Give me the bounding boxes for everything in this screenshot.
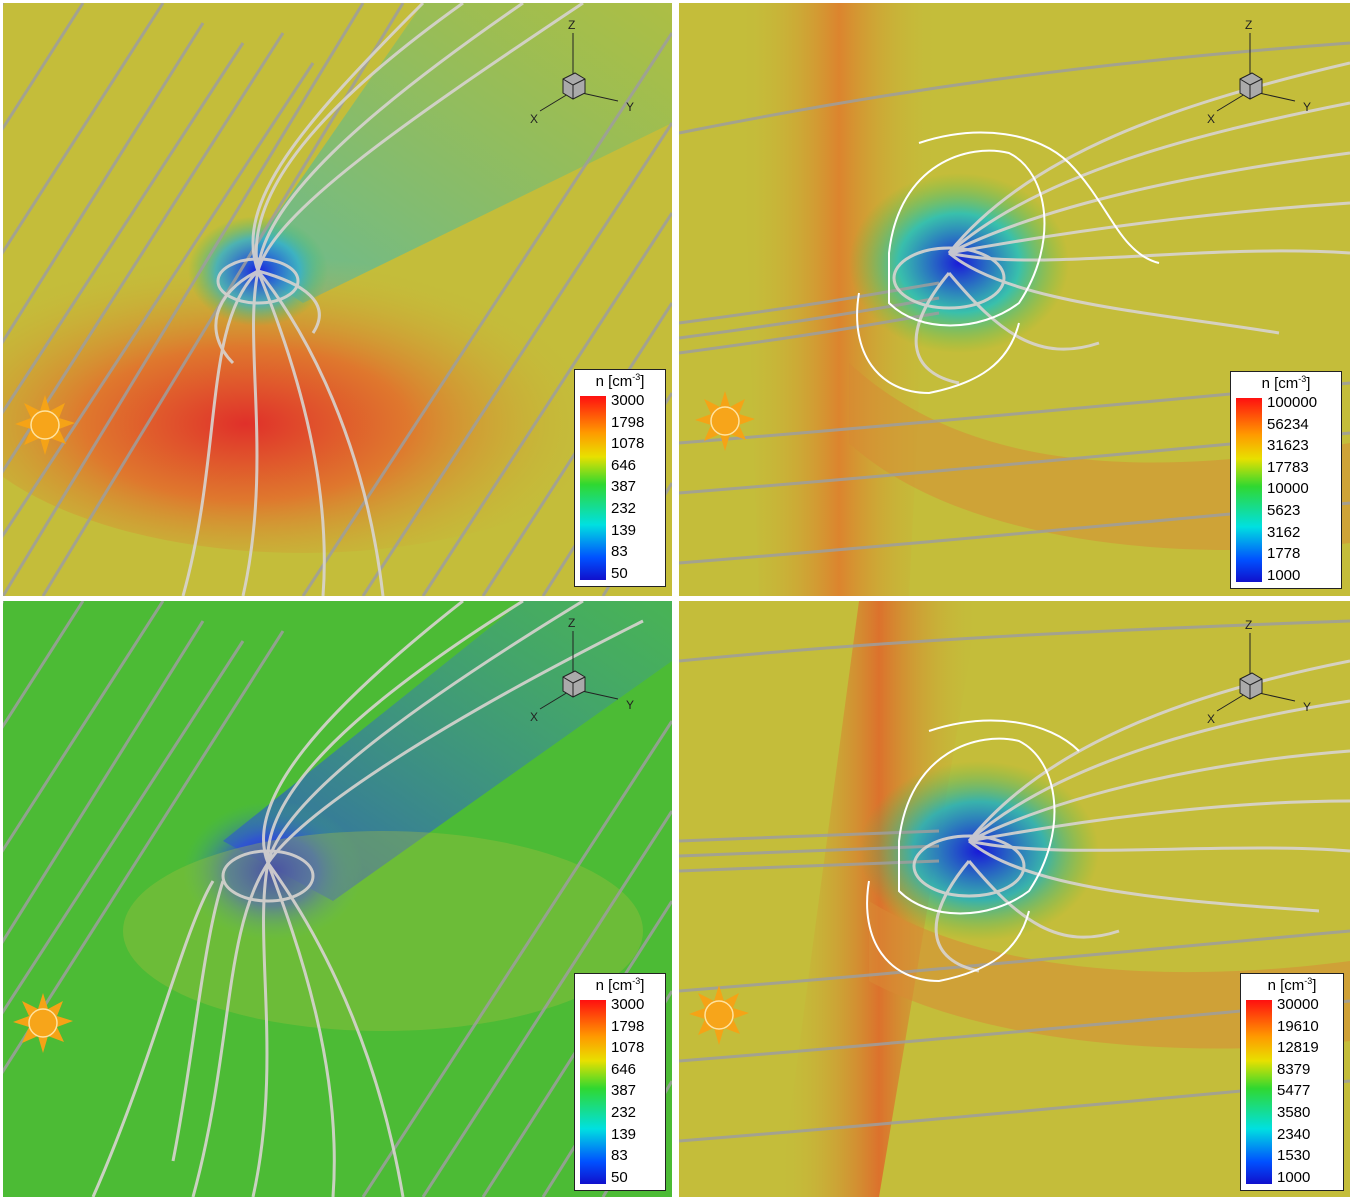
sun-icon bbox=[15, 395, 75, 455]
x-axis-label: X bbox=[530, 710, 538, 724]
sun-icon bbox=[695, 391, 755, 451]
x-axis-label: X bbox=[1207, 112, 1215, 126]
x-axis-label: X bbox=[530, 112, 538, 126]
legend-title: n [cm-3] bbox=[1267, 976, 1317, 994]
legend-title: n [cm-3] bbox=[595, 976, 645, 994]
xyz-axis-triad-icon: Z Y X bbox=[1195, 613, 1315, 726]
colorbar-tick: 8379 bbox=[1277, 1060, 1311, 1078]
colorbar-tick: 10000 bbox=[1267, 480, 1309, 498]
colorbar-tick: 56234 bbox=[1267, 415, 1309, 433]
colorbar-tick: 387 bbox=[611, 478, 637, 496]
y-axis-label: Y bbox=[626, 100, 634, 114]
z-axis-label: Z bbox=[1245, 18, 1252, 32]
colorbar-tick: 50 bbox=[611, 1168, 628, 1186]
x-axis-label: X bbox=[1207, 712, 1215, 726]
colorbar-ticks: 3000 1798 1078 646 387 232 139 83 50 bbox=[611, 390, 665, 586]
colorbar-tick: 646 bbox=[611, 456, 637, 474]
colorbar-tick: 31623 bbox=[1267, 437, 1309, 455]
colorbar-tick: 1078 bbox=[611, 1039, 645, 1057]
colorbar-tick: 1778 bbox=[1267, 545, 1301, 563]
colorbar-legend: n [cm-3] 3000 1798 1078 646 387 232 139 … bbox=[574, 973, 666, 1191]
colorbar-ticks: 3000 1798 1078 646 387 232 139 83 50 bbox=[611, 994, 665, 1190]
colorbar bbox=[580, 1000, 606, 1184]
density-field-image bbox=[3, 3, 672, 596]
density-field-image bbox=[679, 601, 1350, 1197]
colorbar-ticks: 100000 56234 31623 17783 10000 5623 3162… bbox=[1267, 392, 1341, 588]
colorbar-tick: 30000 bbox=[1277, 996, 1319, 1013]
colorbar-tick: 1000 bbox=[1267, 566, 1301, 584]
colorbar-tick: 646 bbox=[611, 1060, 637, 1078]
colorbar-tick: 1798 bbox=[611, 1017, 645, 1035]
colorbar-tick: 50 bbox=[611, 564, 628, 582]
legend-title: n [cm-3] bbox=[595, 372, 645, 390]
colorbar-legend: n [cm-3] 100000 56234 31623 17783 10000 … bbox=[1230, 371, 1342, 589]
colorbar-tick: 387 bbox=[611, 1082, 637, 1100]
z-axis-label: Z bbox=[568, 18, 575, 32]
colorbar-tick: 3162 bbox=[1267, 523, 1301, 541]
panel-top-right: Z Y X n [cm-3] 100000 56234 31623 17783 … bbox=[679, 3, 1350, 596]
z-axis-label: Z bbox=[568, 616, 575, 630]
panel-bottom-left: Z Y X n [cm-3] 3000 1798 1078 646 387 23… bbox=[3, 601, 672, 1197]
colorbar-tick: 232 bbox=[611, 499, 637, 517]
colorbar-tick: 17783 bbox=[1267, 458, 1309, 476]
colorbar-tick: 1798 bbox=[611, 413, 645, 431]
legend-title: n [cm-3] bbox=[1261, 374, 1311, 392]
colorbar-tick: 3580 bbox=[1277, 1103, 1311, 1121]
colorbar-tick: 19610 bbox=[1277, 1017, 1319, 1035]
z-axis-label: Z bbox=[1245, 618, 1252, 632]
colorbar-tick: 100000 bbox=[1267, 394, 1318, 411]
y-axis-label: Y bbox=[1303, 100, 1311, 114]
colorbar-tick: 12819 bbox=[1277, 1039, 1319, 1057]
xyz-axis-triad-icon: Z Y X bbox=[518, 13, 638, 126]
colorbar-tick: 1530 bbox=[1277, 1147, 1311, 1165]
sun-icon bbox=[13, 993, 73, 1053]
colorbar bbox=[1236, 398, 1262, 582]
colorbar-tick: 139 bbox=[611, 521, 637, 539]
panel-bottom-right: Z Y X n [cm-3] 30000 19610 12819 8379 54… bbox=[679, 601, 1350, 1197]
colorbar-legend: n [cm-3] 3000 1798 1078 646 387 232 139 … bbox=[574, 369, 666, 587]
density-field-image bbox=[3, 601, 672, 1197]
y-axis-label: Y bbox=[626, 698, 634, 712]
xyz-axis-triad-icon: Z Y X bbox=[1195, 13, 1315, 126]
colorbar-tick: 83 bbox=[611, 1147, 628, 1165]
sun-icon bbox=[689, 985, 749, 1045]
panel-top-left: Z Y X n [cm-3] 3000 1798 1078 646 387 23… bbox=[3, 3, 672, 596]
colorbar-tick: 2340 bbox=[1277, 1125, 1311, 1143]
colorbar-tick: 3000 bbox=[611, 996, 645, 1013]
y-axis-label: Y bbox=[1303, 700, 1311, 714]
colorbar-tick: 232 bbox=[611, 1103, 637, 1121]
colorbar-ticks: 30000 19610 12819 8379 5477 3580 2340 15… bbox=[1277, 994, 1343, 1190]
colorbar-legend: n [cm-3] 30000 19610 12819 8379 5477 358… bbox=[1240, 973, 1344, 1191]
colorbar-tick: 1000 bbox=[1277, 1168, 1311, 1186]
colorbar bbox=[580, 396, 606, 580]
colorbar-tick: 139 bbox=[611, 1125, 637, 1143]
colorbar-tick: 3000 bbox=[611, 392, 645, 409]
colorbar-tick: 1078 bbox=[611, 435, 645, 453]
colorbar-tick: 83 bbox=[611, 543, 628, 561]
xyz-axis-triad-icon: Z Y X bbox=[518, 611, 638, 724]
colorbar-tick: 5623 bbox=[1267, 501, 1301, 519]
colorbar bbox=[1246, 1000, 1272, 1184]
colorbar-tick: 5477 bbox=[1277, 1082, 1311, 1100]
